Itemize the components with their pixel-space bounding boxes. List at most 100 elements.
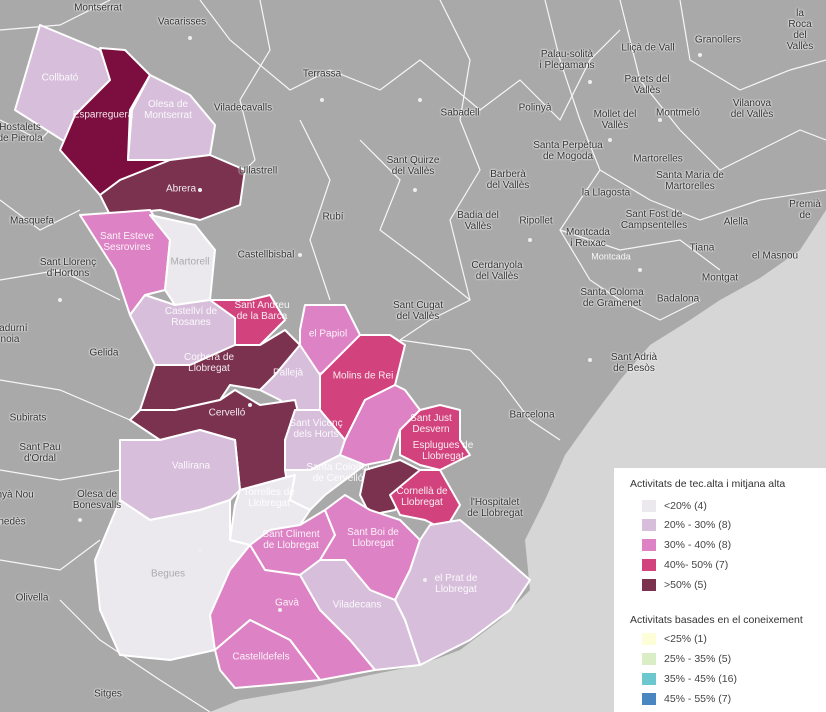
legend-panel: Activitats de tec.alta i mitjana alta <2…	[614, 468, 826, 712]
label-ripollet: Ripollet	[519, 215, 553, 227]
legend-label: >50% (5)	[664, 579, 707, 591]
label-castellvi: Castellví de Rosanes	[164, 306, 218, 328]
label-nedes: nedès	[0, 516, 26, 528]
legend-label: 30% - 40% (8)	[664, 539, 732, 551]
label-olivella: Olivella	[15, 592, 49, 604]
label-olesabon: Olesa de Bonesvalls	[72, 489, 122, 511]
legend-item[interactable]: 45% - 55% (7)	[642, 692, 731, 706]
label-montserrat: Montserrat	[74, 2, 122, 14]
label-santllorenc: Sant Llorenç d'Hortons	[39, 257, 97, 279]
legend-item[interactable]: 25% - 35% (5)	[642, 652, 731, 666]
legend-item[interactable]: <25% (1)	[642, 632, 707, 646]
label-lallagosta: la Llagosta	[581, 187, 631, 199]
label-parets: Parets del Vallès	[624, 74, 670, 96]
legend-label: 40%- 50% (7)	[664, 559, 729, 571]
label-mollet: Mollet del Vallès	[593, 109, 637, 131]
label-terrassa: Terrassa	[302, 68, 342, 80]
label-sadurni: Sadurní noia	[0, 323, 28, 345]
legend-label: <25% (1)	[664, 633, 707, 645]
label-montgat: Montgat	[701, 272, 739, 284]
place-dots	[58, 36, 702, 612]
region-esplugues[interactable]	[399, 404, 471, 471]
label-gelida: Gelida	[89, 347, 119, 359]
label-barbera: Barberà del Vallès	[486, 169, 530, 191]
legend-swatch	[642, 633, 656, 645]
label-vacarisses: Vacarisses	[157, 16, 207, 28]
label-rubi: Rubí	[322, 211, 344, 223]
label-masquefa: Masquefa	[10, 215, 54, 227]
legend-label: 45% - 55% (7)	[664, 693, 732, 705]
label-viladecavalls: Viladecavalls	[213, 102, 273, 114]
label-elprat: el Prat de Llobregat	[434, 573, 478, 595]
label-santesteve: Sant Esteve Sesrovires	[100, 231, 154, 253]
label-cornella: Cornellà de Llobregat	[396, 486, 448, 508]
label-santamaria: Santa Maria de Martorelles	[656, 170, 724, 192]
label-ynou: inyà Nou	[0, 489, 34, 501]
label-alella: Alella	[723, 216, 749, 228]
legend-item[interactable]: 20% - 30% (8)	[642, 518, 731, 532]
label-lhospitalet: l'Hospitalet de Llobregat	[467, 497, 523, 519]
label-elmasnou: el Masnou	[751, 250, 799, 262]
label-badalona: Badalona	[656, 293, 700, 305]
label-sitges: Sitges	[94, 688, 122, 700]
legend-swatch	[642, 500, 656, 512]
legend-label: 25% - 35% (5)	[664, 653, 732, 665]
label-esplugues: Esplugues de Llobregat	[412, 440, 474, 462]
label-santjust: Sant Just Desvern	[410, 413, 452, 435]
label-vilanova: Vilanova del Vallès	[730, 98, 774, 120]
label-olesa: Olesa de Montserrat	[144, 99, 192, 121]
label-barcelona: Barcelona	[509, 409, 555, 421]
legend-swatch	[642, 673, 656, 685]
region-santandreu[interactable]	[209, 294, 286, 346]
label-gava: Gavà	[275, 597, 299, 609]
label-llica: Lliçà de Vall	[621, 42, 675, 54]
label-santcliment: Sant Climent de Llobregat	[262, 529, 320, 551]
label-santacoloma: Santa Coloma de Gramenet	[580, 287, 644, 309]
legend-swatch	[642, 519, 656, 531]
label-begues: Begues	[151, 568, 185, 580]
label-vallirana: Vallirana	[171, 460, 211, 472]
label-abrera: Abrera	[165, 183, 197, 195]
legend-item[interactable]: 30% - 40% (8)	[642, 538, 731, 552]
label-montmelo: Montmeló	[656, 107, 700, 119]
legend-label: 35% - 45% (16)	[664, 673, 737, 685]
label-viladecans: Viladecans	[332, 599, 382, 611]
label-montcada2: Montcada	[591, 251, 631, 262]
label-molins: Molins de Rei	[332, 370, 394, 382]
label-castelldefels: Castelldefels	[232, 651, 290, 663]
region-castelldefels[interactable]	[214, 619, 321, 689]
legend-swatch	[642, 579, 656, 591]
legend-swatch	[642, 653, 656, 665]
label-esparreguera: Esparreguera	[72, 109, 134, 121]
legend-title-knowledge: Activitats basades en el coneixement	[630, 614, 803, 626]
label-martorell: Martorell	[170, 256, 210, 268]
legend-title-tech: Activitats de tec.alta i mitjana alta	[630, 478, 786, 490]
label-martorelles: Martorelles	[633, 153, 683, 165]
label-cervello: Cervelló	[208, 407, 246, 419]
legend-swatch	[642, 539, 656, 551]
region-cornella-b[interactable]	[389, 469, 461, 531]
legend-item[interactable]: <20% (4)	[642, 499, 707, 513]
legend-swatch	[642, 693, 656, 705]
label-hostalets: Hostalets de Pierola	[0, 122, 43, 144]
label-cerdanyola: Cerdanyola del Vallès	[471, 260, 523, 282]
label-corbera: Corbera de Llobregat	[183, 352, 235, 374]
label-stacoloma: Santa Coloma de Cervelló	[306, 462, 370, 484]
legend-label: <20% (4)	[664, 500, 707, 512]
legend-label: 20% - 30% (8)	[664, 519, 732, 531]
legend-item[interactable]: 35% - 45% (16)	[642, 672, 737, 686]
label-subirats: Subirats	[9, 412, 47, 424]
label-ullastrell: Ullastrell	[238, 165, 278, 177]
label-granollers: Granollers	[694, 34, 742, 46]
label-montcada: Montcada i Reixac	[566, 227, 610, 249]
label-santquirze: Sant Quirze del Vallès	[386, 155, 440, 177]
label-elpapiol: el Papiol	[308, 328, 348, 340]
legend-swatch	[642, 559, 656, 571]
label-premia: Premià de	[789, 199, 821, 221]
legend-item[interactable]: >50% (5)	[642, 578, 707, 592]
label-polinya: Polinyà	[518, 102, 552, 114]
legend-item[interactable]: 40%- 50% (7)	[642, 558, 728, 572]
label-santfost: Sant Fost de Campsentelles	[620, 209, 688, 231]
label-badia: Badia del Vallès	[457, 210, 499, 232]
